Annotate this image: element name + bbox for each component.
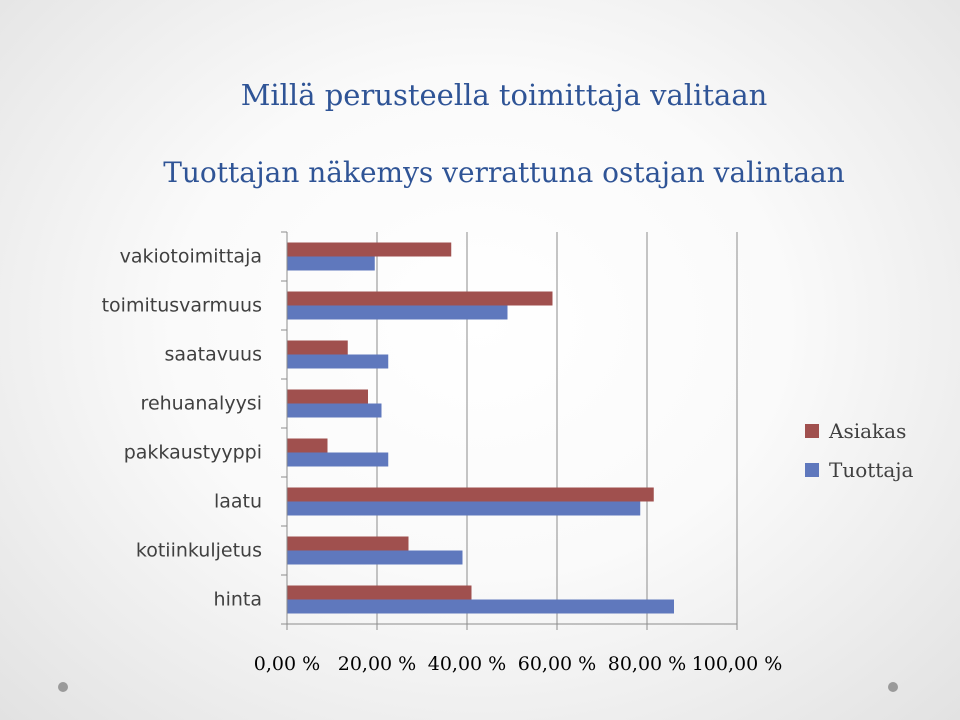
bar-tuottaja-toimitusvarmuus — [287, 305, 508, 320]
bar-asiakas-pakkaustyyppi — [287, 438, 328, 453]
legend-swatch-asiakas — [805, 424, 819, 438]
category-label: saatavuus — [164, 344, 262, 366]
bars — [287, 242, 674, 614]
legend-label-tuottaja: Tuottaja — [829, 458, 913, 482]
x-tick-labels: 0,00 % 20,00 % 40,00 % 60,00 % 80,00 % 100,00… — [254, 653, 782, 675]
category-labels: vakiotoimittaja toimitusvarmuus saatavuus r… — [102, 246, 262, 611]
x-tick-label: 60,00 % — [518, 653, 597, 675]
x-tick-label: 40,00 % — [428, 653, 507, 675]
axes — [281, 231, 738, 630]
x-tick-label: 80,00 % — [608, 653, 687, 675]
category-label: rehuanalyysi — [141, 393, 262, 415]
slide-title: Millä perusteella toimittaja valitaan — [240, 78, 768, 112]
bar-tuottaja-saatavuus — [287, 354, 389, 369]
slide-dot-left — [58, 682, 68, 692]
bar-asiakas-laatu — [287, 487, 654, 502]
x-tick-label: 100,00 % — [692, 653, 783, 675]
category-label: vakiotoimittaja — [120, 246, 262, 268]
category-label: toimitusvarmuus — [102, 295, 262, 317]
category-label: pakkaustyyppi — [124, 442, 262, 464]
slide-dot-right — [888, 682, 898, 692]
bar-tuottaja-laatu — [287, 501, 641, 516]
bar-asiakas-kotiinkuljetus — [287, 536, 409, 551]
bar-asiakas-saatavuus — [287, 340, 348, 355]
x-tick-label: 20,00 % — [338, 653, 417, 675]
bar-asiakas-toimitusvarmuus — [287, 291, 553, 306]
bar-tuottaja-pakkaustyyppi — [287, 452, 389, 467]
category-label: hinta — [214, 589, 262, 611]
bar-tuottaja-vakiotoimittaja — [287, 256, 375, 271]
category-label: kotiinkuljetus — [136, 540, 262, 562]
chart-title: Tuottajan näkemys verrattuna ostajan val… — [163, 156, 845, 189]
legend-label-asiakas: Asiakas — [828, 419, 906, 443]
bar-tuottaja-kotiinkuljetus — [287, 550, 463, 565]
bar-asiakas-rehuanalyysi — [287, 389, 368, 404]
legend-swatch-tuottaja — [805, 463, 819, 477]
bar-tuottaja-rehuanalyysi — [287, 403, 382, 418]
x-tick-label: 0,00 % — [254, 653, 320, 675]
gridlines — [376, 232, 738, 624]
bar-tuottaja-hinta — [287, 599, 674, 614]
bar-asiakas-hinta — [287, 585, 472, 600]
category-label: laatu — [214, 491, 262, 513]
bar-asiakas-vakiotoimittaja — [287, 242, 452, 257]
legend: Asiakas Tuottaja — [805, 419, 913, 482]
